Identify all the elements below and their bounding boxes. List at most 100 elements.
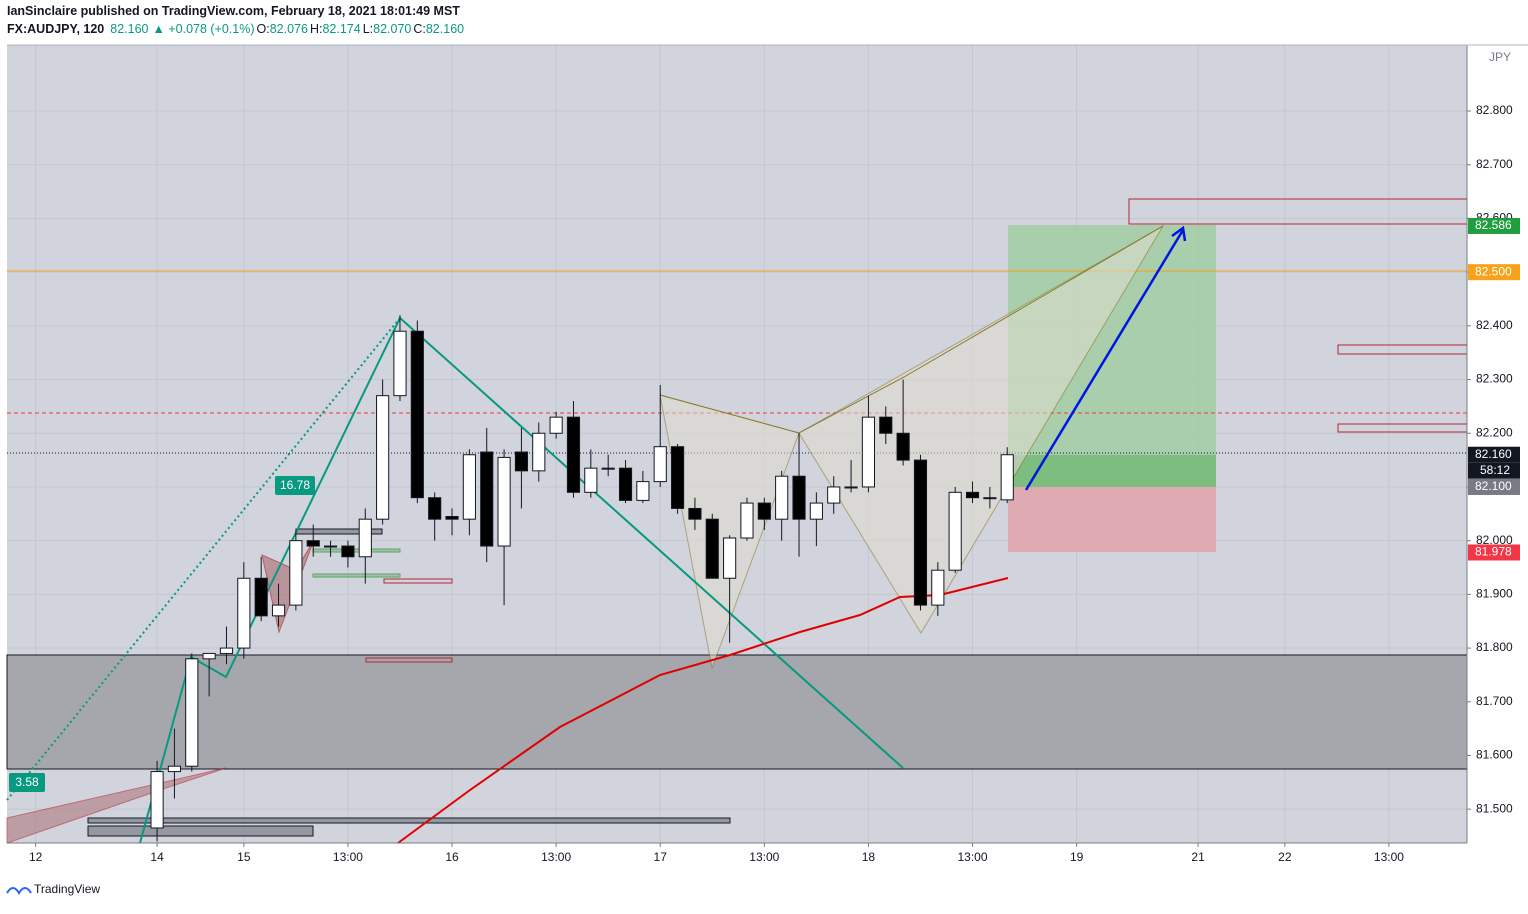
candle-body xyxy=(150,771,164,829)
candle-body xyxy=(549,416,563,434)
x-tick-label: 17 xyxy=(654,850,668,864)
symbol: FX:AUDJPY, 120 xyxy=(7,22,104,36)
countdown: 58:12 xyxy=(1480,463,1510,477)
last: 82.160 xyxy=(110,22,148,36)
x-tick-label: 16 xyxy=(445,850,459,864)
candle-body xyxy=(896,432,910,461)
x-tick-label: 15 xyxy=(237,850,251,864)
x-tick-label: 18 xyxy=(862,850,876,864)
candle-body xyxy=(289,540,303,606)
annotation: 3.58 xyxy=(15,775,39,789)
candle-body xyxy=(740,502,754,539)
y-tick-label: 81.600 xyxy=(1476,748,1513,762)
y-tick-label: 82.800 xyxy=(1476,103,1513,117)
candle-body xyxy=(341,545,355,558)
candle-body xyxy=(376,395,390,520)
zone-box xyxy=(383,578,453,584)
x-tick-label: 13:00 xyxy=(1374,850,1404,864)
candle-body xyxy=(636,481,650,501)
stop-zone xyxy=(1008,487,1216,552)
candle-body xyxy=(844,486,858,489)
zone xyxy=(6,654,1468,770)
zone-box xyxy=(365,657,453,663)
h-label: H: xyxy=(310,22,323,36)
candle-body xyxy=(167,765,181,773)
countdown-box xyxy=(1468,462,1520,479)
candle-body xyxy=(931,569,945,606)
profit-zone xyxy=(1008,455,1216,487)
x-tick-label: 22 xyxy=(1278,850,1292,864)
candles xyxy=(150,315,1014,842)
candle-body xyxy=(514,451,528,472)
candle-body xyxy=(532,432,546,472)
candle-body xyxy=(410,330,424,499)
published: IanSinclaire published on TradingView.co… xyxy=(7,4,460,18)
candle-body xyxy=(705,518,719,579)
candle-body xyxy=(618,467,633,501)
logo-mark xyxy=(6,887,32,895)
x-tick-label: 21 xyxy=(1191,850,1205,864)
c: 82.160 xyxy=(426,22,464,36)
c-label: C: xyxy=(413,22,426,36)
x-tick-label: 13:00 xyxy=(749,850,779,864)
x-tick-label: 13:00 xyxy=(958,850,988,864)
candle-body xyxy=(913,459,928,606)
price-label: 82.160 xyxy=(1475,447,1512,461)
candle-body xyxy=(1000,454,1014,501)
symbol-line: FX:AUDJPY, 120 82.160 ▲ +0.078 (+0.1%) O:82… xyxy=(7,22,464,36)
price-label: 81.978 xyxy=(1475,545,1512,559)
axes: 81.500 81.600 81.700 81.800 81.900 82.000 82.1… xyxy=(29,103,1520,864)
candle-body xyxy=(688,507,702,520)
price-label-box xyxy=(1468,478,1520,495)
candle-body xyxy=(393,330,407,397)
candle-body xyxy=(827,486,841,504)
candle-body xyxy=(861,416,875,488)
pattern-line xyxy=(659,225,1164,434)
y-tick-label: 82.000 xyxy=(1476,533,1513,547)
candle-body xyxy=(271,604,286,617)
candle-body xyxy=(324,545,338,548)
candle-body xyxy=(965,491,980,499)
y-tick-label: 82.200 xyxy=(1476,425,1513,439)
pattern xyxy=(798,224,1165,634)
candle-body xyxy=(566,416,581,493)
candle-body xyxy=(775,475,789,520)
candle-body xyxy=(723,537,737,579)
candle-body xyxy=(306,540,320,547)
y-tick-label: 82.700 xyxy=(1476,157,1513,171)
candle-body xyxy=(879,416,893,434)
annotation-box xyxy=(9,773,45,792)
candle-body xyxy=(185,658,199,767)
x-tick-label: 19 xyxy=(1070,850,1084,864)
x-tick-label: 14 xyxy=(150,850,164,864)
l: 82.070 xyxy=(373,22,411,36)
price-label: 82.586 xyxy=(1475,218,1512,232)
candle-body xyxy=(792,475,806,520)
y-tick-label: 81.800 xyxy=(1476,640,1513,654)
candle-body xyxy=(237,577,251,649)
arrow-head xyxy=(1171,225,1187,242)
y-tick-label: 81.900 xyxy=(1476,587,1513,601)
o-label: O: xyxy=(257,22,270,36)
zone-box xyxy=(312,548,401,553)
published-text: IanSinclaire published on TradingView.co… xyxy=(7,4,460,18)
candle-body xyxy=(809,502,823,520)
x-tick-label: 12 xyxy=(29,850,43,864)
zigzag-dotted xyxy=(6,317,401,801)
arrow xyxy=(1024,229,1185,491)
footer: TradingView xyxy=(34,882,100,896)
l-label: L: xyxy=(363,22,373,36)
annotation-box xyxy=(275,476,315,495)
h: 82.174 xyxy=(322,22,360,36)
price-label-box xyxy=(1468,446,1520,463)
y-tick-label: 81.500 xyxy=(1476,801,1513,815)
price-label-box xyxy=(1468,217,1520,234)
zone-box xyxy=(312,573,401,578)
candle-body xyxy=(671,446,685,509)
x-tick-label: 13:00 xyxy=(541,850,571,864)
zone-box xyxy=(87,825,314,837)
y-tick-label: 82.400 xyxy=(1476,318,1513,332)
candle-body xyxy=(983,497,997,500)
